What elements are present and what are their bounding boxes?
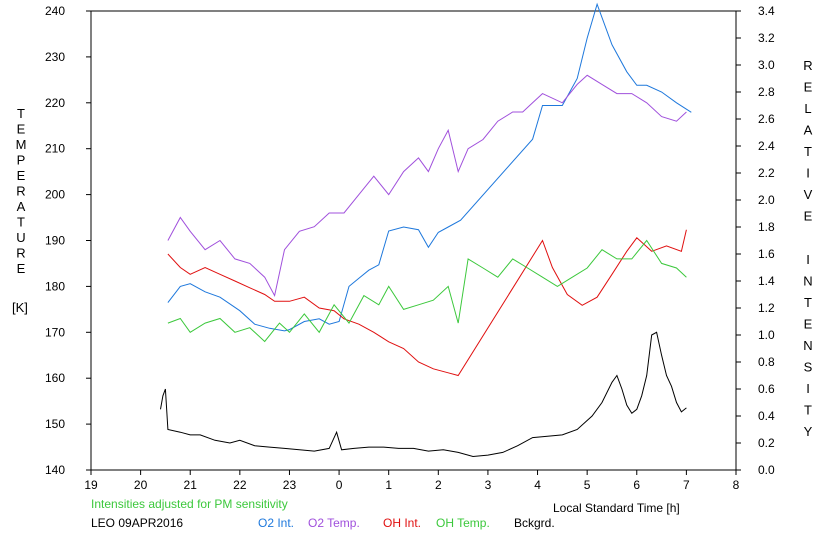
right-label-letter: V [804, 187, 813, 202]
x-tick-label: 8 [733, 478, 740, 492]
x-tick-label: 5 [584, 478, 591, 492]
x-tick-label: 6 [633, 478, 640, 492]
x-axis-label: Local Standard Time [h] [553, 501, 680, 515]
left-tick-label: 160 [45, 371, 65, 385]
right-tick-label: 0.4 [758, 409, 775, 423]
x-tick-label: 3 [485, 478, 492, 492]
right-label-letter: N [803, 338, 812, 353]
right-tick-label: 2.8 [758, 85, 775, 99]
left-label-letter: T [17, 215, 25, 230]
right-label-letter: R [803, 58, 812, 73]
left-label-letter: U [16, 230, 25, 245]
right-tick-label: 1.0 [758, 328, 775, 342]
right-label-letter: A [804, 123, 813, 138]
right-tick-label: 1.2 [758, 301, 775, 315]
right-tick-label: 1.4 [758, 274, 775, 288]
left-label-letter: R [16, 184, 25, 199]
station-date: LEO 09APR2016 [91, 516, 183, 530]
right-tick-label: 3.4 [758, 4, 775, 18]
left-tick-label: 220 [45, 96, 65, 110]
left-label-letter: T [17, 106, 25, 121]
x-tick-label: 0 [336, 478, 343, 492]
left-tick-label: 240 [45, 4, 65, 18]
right-tick-label: 0.6 [758, 382, 775, 396]
legend: O2 Int. O2 Temp. OH Int. OH Temp. Bckgrd… [258, 516, 555, 530]
right-label-letter: S [804, 360, 813, 375]
right-label-letter: Y [804, 424, 813, 439]
left-label-letter: E [17, 168, 26, 183]
right-label-letter: L [804, 101, 811, 116]
right-tick-label: 2.0 [758, 193, 775, 207]
legend-item-bckgrd: Bckgrd. [514, 516, 555, 530]
right-label-letter: I [806, 166, 810, 181]
left-tick-label: 190 [45, 234, 65, 248]
right-tick-label: 2.4 [758, 139, 775, 153]
x-tick-label: 22 [233, 478, 247, 492]
series-line-o2-int [167, 2, 692, 332]
right-tick-label: 1.6 [758, 247, 775, 261]
right-y-axis: 0.0 0.2 0.4 0.6 0.8 1.0 1.2 1.4 1.6 1.8 2.0 2.2 2.4 2… [736, 4, 775, 477]
left-y-axis: 140 150 160 170 180 190 200 210 220 230 240 [45, 4, 91, 477]
left-axis-unit: [K] [12, 300, 28, 315]
right-tick-label: 0.8 [758, 355, 775, 369]
right-tick-label: 3.2 [758, 31, 775, 45]
left-label-letter: P [17, 153, 26, 168]
right-label-letter: T [804, 403, 812, 418]
right-tick-label: 2.2 [758, 166, 775, 180]
right-label-letter: I [806, 381, 810, 396]
x-tick-label: 7 [683, 478, 690, 492]
note-text: Intensities adjusted for PM sensitivity [91, 497, 288, 511]
left-label-letter: E [17, 122, 26, 137]
left-tick-label: 150 [45, 417, 65, 431]
left-label-letter: R [16, 246, 25, 261]
legend-item-oh-int: OH Int. [383, 516, 421, 530]
x-axis: 19 20 21 22 23 0 1 2 3 4 5 6 7 8 [84, 470, 740, 492]
series-line-bckgrd [160, 331, 687, 458]
right-label-letter: I [806, 252, 810, 267]
x-tick-label: 19 [84, 478, 98, 492]
left-tick-label: 180 [45, 279, 65, 293]
right-label-letter: T [804, 144, 812, 159]
series-layer [160, 2, 692, 458]
left-tick-label: 230 [45, 50, 65, 64]
right-label-letter: E [804, 209, 813, 224]
right-label-letter: N [803, 274, 812, 289]
right-tick-label: 0.0 [758, 463, 775, 477]
right-tick-label: 0.2 [758, 436, 775, 450]
x-tick-label: 2 [435, 478, 442, 492]
left-tick-label: 170 [45, 325, 65, 339]
x-tick-label: 1 [385, 478, 392, 492]
x-tick-label: 23 [283, 478, 297, 492]
legend-item-oh-temp: OH Temp. [436, 516, 490, 530]
left-tick-label: 200 [45, 188, 65, 202]
right-tick-label: 2.6 [758, 112, 775, 126]
right-label-letter: E [804, 80, 813, 95]
left-label-letter: A [17, 199, 26, 214]
left-label-letter: M [16, 137, 27, 152]
x-tick-label: 20 [134, 478, 148, 492]
left-tick-label: 210 [45, 142, 65, 156]
right-tick-label: 3.0 [758, 58, 775, 72]
left-label-letter: E [17, 261, 26, 276]
right-tick-label: 1.8 [758, 220, 775, 234]
series-line-oh-temp [167, 239, 687, 343]
x-tick-label: 4 [534, 478, 541, 492]
right-label-letter: T [804, 295, 812, 310]
series-line-oh-int [167, 229, 687, 377]
x-tick-label: 21 [184, 478, 198, 492]
series-line-o2-temp [167, 74, 687, 298]
legend-item-o2-int: O2 Int. [258, 516, 294, 530]
right-label-letter: E [804, 317, 813, 332]
left-tick-label: 140 [45, 463, 65, 477]
legend-item-o2-temp: O2 Temp. [308, 516, 360, 530]
